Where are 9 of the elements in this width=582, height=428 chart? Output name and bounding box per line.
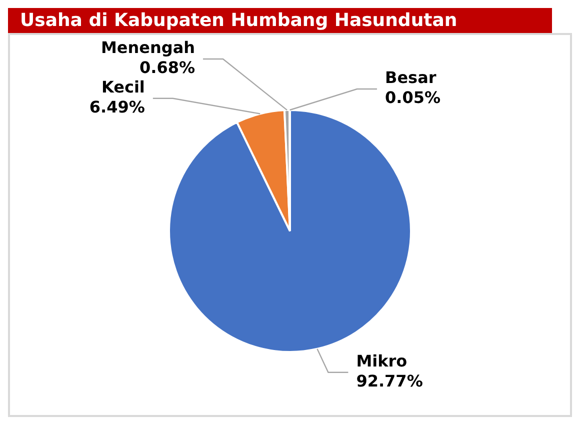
data-label: 0.05% — [385, 88, 441, 108]
slice-label: Menengah — [100, 38, 195, 58]
data-label: 6.49% — [89, 98, 145, 117]
slice-label: Kecil — [102, 78, 145, 97]
slice-label: Mikro — [356, 352, 408, 371]
data-label: 0.68% — [139, 58, 195, 78]
data-label: 92.77% — [356, 372, 423, 391]
chart-title: Usaha di Kabupaten Humbang Hasundutan — [8, 8, 552, 33]
slice-label: Besar — [385, 68, 436, 88]
